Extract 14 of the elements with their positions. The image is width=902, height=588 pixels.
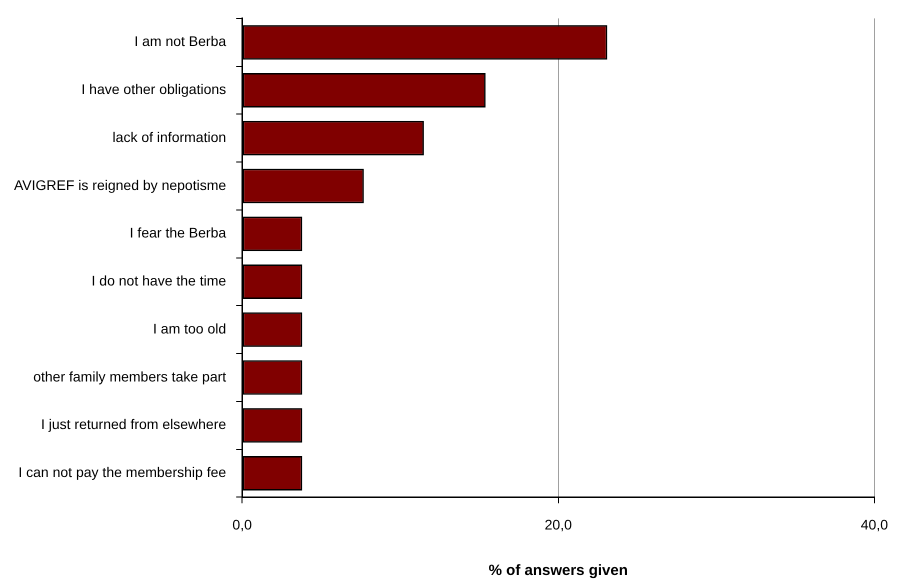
y-tick-label: I fear the Berba <box>130 224 226 241</box>
y-tick-label: lack of information <box>112 128 226 145</box>
y-tick-label: I can not pay the membership fee <box>18 464 226 480</box>
y-tick-label: I am too old <box>153 320 226 336</box>
y-tick-label: I have other obligations <box>81 81 226 98</box>
y-tick-label: other family members take part <box>33 368 226 384</box>
y-tick-label: I just returned from elsewhere <box>40 416 226 432</box>
y-tick-label: I am not Berba <box>134 33 226 50</box>
y-tick-label: AVIGREF is reigned by nepotisme <box>14 176 226 193</box>
x-tick-label: 40,0 <box>860 516 888 532</box>
x-axis-title: % of answers given <box>488 562 628 580</box>
x-tick-label: 20,0 <box>544 516 572 532</box>
y-tick-label: I do not have the time <box>92 272 226 289</box>
x-tick-label: 0,0 <box>232 516 252 532</box>
